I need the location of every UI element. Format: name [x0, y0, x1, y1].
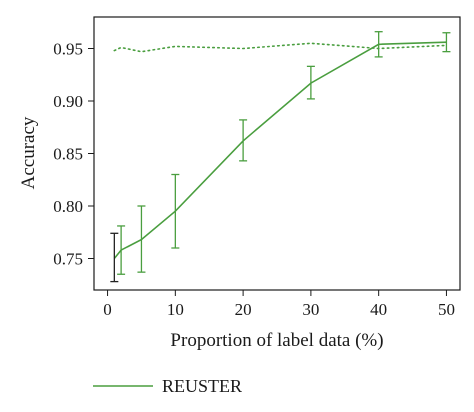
x-tick-label: 40 — [370, 300, 387, 319]
y-tick-label: 0.75 — [53, 250, 83, 269]
x-axis-ticks: 0 10 20 30 40 50 — [103, 290, 455, 319]
x-tick-label: 10 — [167, 300, 184, 319]
series-line-reuster — [113, 41, 447, 260]
x-tick-label: 0 — [103, 300, 112, 319]
x-tick-label: 20 — [235, 300, 252, 319]
x-tick-label: 30 — [302, 300, 319, 319]
plot-frame — [93, 16, 461, 291]
y-tick-label: 0.95 — [53, 40, 83, 59]
y-axis-label: Accuracy — [18, 116, 39, 189]
legend-label-reuster: REUSTER — [162, 376, 242, 396]
dotted-series-line — [113, 42, 448, 53]
x-tick-label: 50 — [438, 300, 455, 319]
series-layer — [110, 31, 451, 283]
y-tick-label: 0.80 — [53, 197, 83, 216]
y-tick-label: 0.90 — [53, 92, 83, 111]
legend: REUSTER — [93, 376, 242, 396]
y-axis-ticks: 0.75 0.80 0.85 0.90 0.95 — [53, 40, 94, 269]
y-tick-label: 0.85 — [53, 145, 83, 164]
x-axis-label: Proportion of label data (%) — [170, 330, 383, 351]
